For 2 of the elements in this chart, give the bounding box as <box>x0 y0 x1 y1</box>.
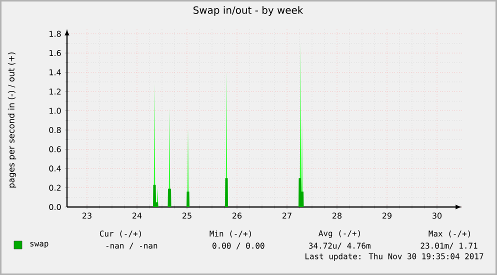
y-axis-title: pages per second in (-) / out (+) <box>8 52 16 188</box>
chart-title: Swap in/out - by week <box>194 6 304 16</box>
